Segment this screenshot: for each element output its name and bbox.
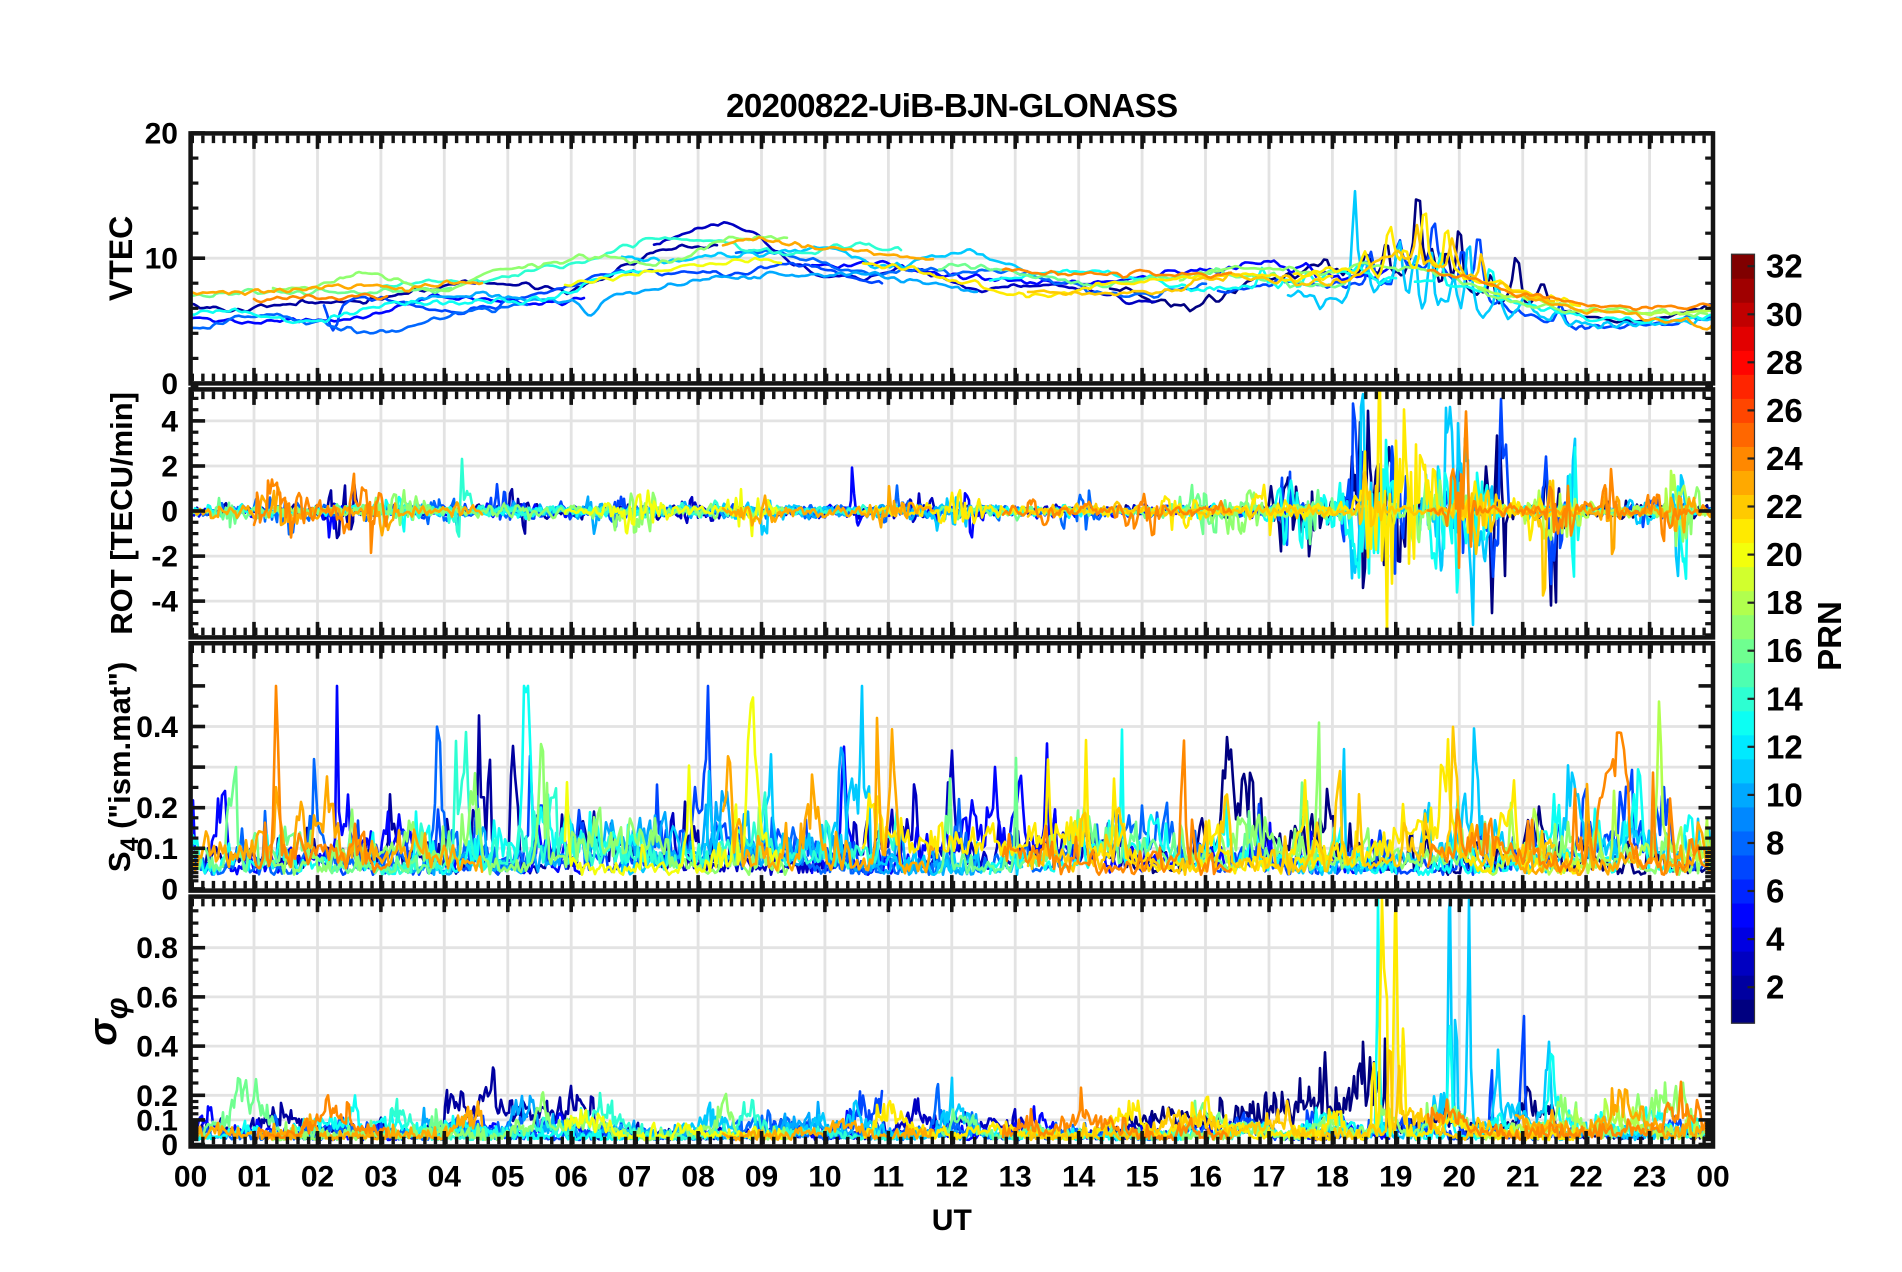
svg-text:6: 6 (1766, 873, 1784, 910)
svg-text:11: 11 (873, 1161, 905, 1194)
svg-text:VTEC: VTEC (103, 216, 139, 301)
svg-text:S4 ("ism.mat"): S4 ("ism.mat") (102, 662, 144, 872)
svg-text:20: 20 (1766, 536, 1803, 573)
svg-text:01: 01 (237, 1161, 270, 1194)
svg-text:16: 16 (1189, 1161, 1222, 1194)
svg-text:8: 8 (1766, 825, 1784, 862)
svg-text:0.1: 0.1 (136, 833, 178, 866)
svg-text:0: 0 (161, 496, 178, 529)
svg-text:02: 02 (301, 1161, 334, 1194)
svg-text:15: 15 (1125, 1161, 1158, 1194)
svg-text:07: 07 (618, 1161, 651, 1194)
svg-text:18: 18 (1766, 584, 1803, 621)
svg-text:08: 08 (681, 1161, 714, 1194)
svg-text:03: 03 (364, 1161, 397, 1194)
svg-text:16: 16 (1766, 632, 1803, 669)
svg-text:22: 22 (1569, 1161, 1602, 1194)
svg-text:4: 4 (161, 405, 178, 438)
svg-text:0.1: 0.1 (136, 1104, 178, 1137)
svg-text:0.8: 0.8 (136, 932, 178, 965)
svg-text:0: 0 (161, 1129, 178, 1162)
svg-text:14: 14 (1062, 1161, 1096, 1194)
svg-text:10: 10 (145, 243, 178, 276)
svg-text:06: 06 (555, 1161, 588, 1194)
svg-text:10: 10 (808, 1161, 841, 1194)
svg-text:10: 10 (1766, 776, 1803, 813)
svg-text:30: 30 (1766, 296, 1803, 333)
svg-text:32: 32 (1766, 248, 1803, 285)
svg-text:21: 21 (1506, 1161, 1539, 1194)
svg-text:17: 17 (1252, 1161, 1285, 1194)
svg-text:24: 24 (1766, 440, 1803, 477)
svg-text:14: 14 (1766, 680, 1803, 717)
svg-text:2: 2 (161, 451, 178, 484)
svg-text:2: 2 (1766, 969, 1784, 1006)
svg-text:0.2: 0.2 (136, 792, 178, 825)
svg-text:0.2: 0.2 (136, 1080, 178, 1113)
svg-text:04: 04 (428, 1161, 462, 1194)
svg-text:20200822-UiB-BJN-GLONASS: 20200822-UiB-BJN-GLONASS (726, 87, 1177, 124)
svg-text:-4: -4 (151, 586, 178, 619)
svg-text:UT: UT (932, 1204, 972, 1237)
svg-text:22: 22 (1766, 488, 1803, 525)
svg-text:00: 00 (174, 1161, 207, 1194)
svg-text:-2: -2 (151, 541, 178, 574)
svg-text:0: 0 (161, 873, 178, 906)
svg-text:20: 20 (145, 118, 178, 151)
svg-text:0.4: 0.4 (136, 1031, 178, 1064)
svg-text:23: 23 (1633, 1161, 1666, 1194)
svg-text:0: 0 (161, 368, 178, 401)
svg-text:19: 19 (1379, 1161, 1412, 1194)
svg-text:28: 28 (1766, 344, 1803, 381)
svg-text:26: 26 (1766, 392, 1803, 429)
svg-text:0.6: 0.6 (136, 981, 178, 1014)
svg-text:05: 05 (491, 1161, 524, 1194)
svg-text:4: 4 (1766, 921, 1785, 958)
svg-text:0.4: 0.4 (136, 711, 178, 744)
svg-text:18: 18 (1316, 1161, 1349, 1194)
svg-text:20: 20 (1443, 1161, 1476, 1194)
svg-text:12: 12 (935, 1161, 968, 1194)
svg-text:00: 00 (1696, 1161, 1729, 1194)
svg-text:ROT [TECU/min]: ROT [TECU/min] (104, 392, 139, 635)
svg-text:12: 12 (1766, 728, 1803, 765)
svg-text:09: 09 (745, 1161, 778, 1194)
svg-text:PRN: PRN (1811, 601, 1848, 671)
svg-text:13: 13 (999, 1161, 1032, 1194)
